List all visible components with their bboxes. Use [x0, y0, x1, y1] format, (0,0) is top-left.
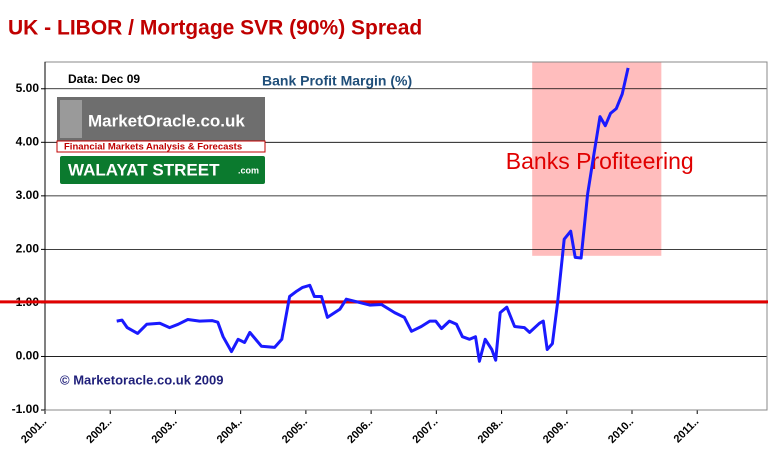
logo-sign-text: WALAYAT STREET: [68, 160, 220, 179]
logo-banner: [57, 97, 265, 141]
logo-site: MarketOracle.co.uk: [88, 111, 245, 130]
x-tick-label: 2005..: [280, 416, 310, 446]
y-tick-label: -1.00: [12, 402, 40, 416]
data-note: Data: Dec 09: [68, 72, 140, 86]
x-tick-label: 2003..: [150, 416, 180, 446]
x-tick-label: 2010..: [606, 416, 636, 446]
chart-subtitle: Bank Profit Margin (%): [262, 73, 412, 89]
y-tick-label: 0.00: [16, 349, 40, 363]
copyright: © Marketoracle.co.uk 2009: [60, 372, 224, 387]
x-tick-label: 2004..: [215, 416, 245, 446]
data-line: [116, 67, 630, 363]
highlight-region: [532, 62, 662, 256]
x-tick-label: 2007..: [410, 416, 440, 446]
y-tick-label: 4.00: [16, 134, 40, 148]
logo-tagline: Financial Markets Analysis & Forecasts: [64, 142, 242, 153]
x-tick-label: 2001..: [19, 416, 49, 446]
logo-sign: [58, 154, 267, 186]
highlight-label: Banks Profiteering: [506, 148, 694, 174]
y-tick-label: 3.00: [16, 188, 40, 202]
x-tick-label: 2011..: [672, 416, 702, 446]
y-tick-label: 5.00: [16, 81, 40, 95]
chart-title: UK - LIBOR / Mortgage SVR (90%) Spread: [8, 17, 422, 40]
logo-figure: [60, 100, 82, 138]
logo-sign-suffix: .com: [238, 165, 259, 175]
logo: MarketOracle.co.uk Financial Markets Ana…: [56, 97, 267, 186]
x-tick-label: 2009..: [541, 416, 571, 446]
logo-tagline-bar: [56, 140, 266, 153]
x-tick-label: 2002..: [84, 416, 114, 446]
x-tick-label: 2006..: [345, 416, 375, 446]
y-tick-label: 2.00: [16, 242, 40, 256]
x-tick-label: 2008..: [476, 416, 506, 446]
foreground-layer: Banks Profiteering: [0, 67, 768, 363]
